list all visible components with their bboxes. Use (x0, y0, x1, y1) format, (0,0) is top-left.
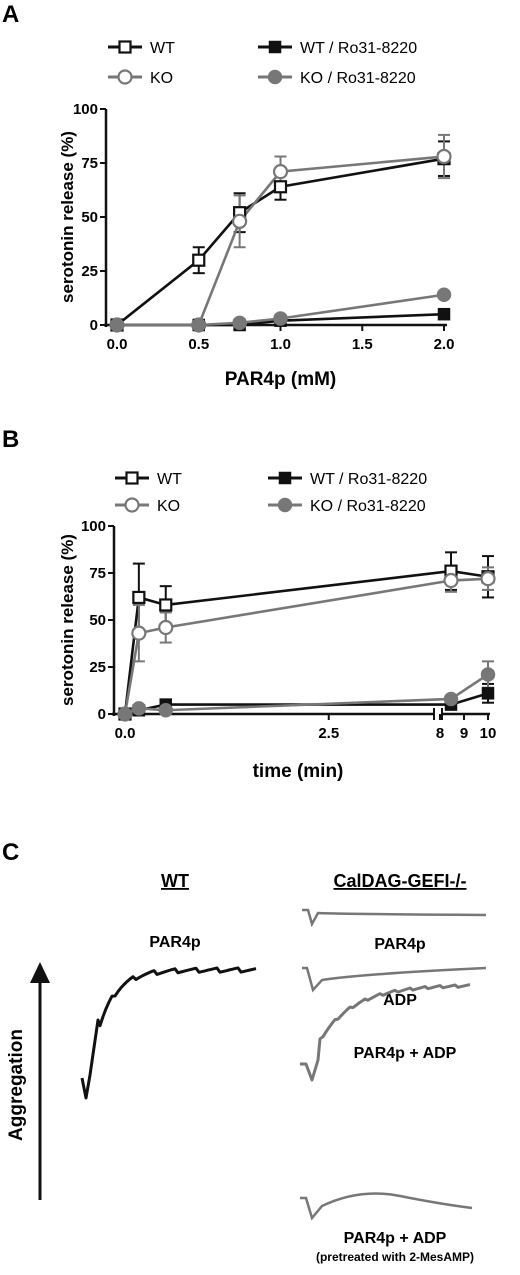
x-tick-label: 1.0 (270, 336, 291, 353)
wt-trace-label: PAR4p (149, 934, 200, 951)
data-point (443, 691, 459, 707)
legend-marker (118, 40, 132, 54)
legend-marker (278, 471, 292, 485)
data-point (232, 213, 248, 229)
ko-par4p-label: PAR4p (374, 936, 425, 953)
y-tick-label: 100 (81, 518, 106, 535)
data-point (481, 687, 495, 700)
y-axis-label: serotonin release (%) (58, 131, 77, 303)
y-tick-label: 50 (89, 612, 106, 629)
legend-marker (124, 497, 140, 513)
data-point (273, 180, 288, 194)
legend-marker (268, 40, 282, 54)
data-point (132, 590, 146, 605)
y-axis-label: serotonin release (%) (58, 534, 77, 706)
y-tick-label: 0 (98, 706, 106, 723)
legend-label: KO (157, 498, 180, 515)
x-tick-label: 0.0 (115, 725, 136, 742)
data-point (191, 317, 206, 333)
panel-label-b: B (2, 426, 19, 453)
data-point (443, 572, 459, 589)
y-tick-label: 50 (81, 209, 98, 226)
x-tick-label: 2.0 (434, 336, 455, 353)
x-axis-label: time (min) (253, 761, 344, 782)
x-tick-label: 9 (460, 725, 468, 742)
legend-label: KO / Ro31-8220 (310, 498, 426, 515)
y-tick-label: 0 (90, 317, 98, 334)
data-point (436, 148, 452, 165)
legend-marker (267, 69, 283, 85)
panel-b-chart: WT KO WT / Ro31-8220 KO / Ro31-8220 0 25 50 75 1… (58, 471, 496, 782)
aggregation-axis-label: Aggregation (6, 1029, 27, 1141)
wt-par4p-trace (80, 966, 257, 1100)
legend-marker (125, 471, 139, 485)
legend-label: WT / Ro31-8220 (300, 40, 417, 57)
data-point (158, 702, 173, 718)
panel-c-traces: WT CalDAG-GEFI-/- Aggregation PAR4p PAR4p ADP… (6, 871, 487, 1264)
data-point (117, 706, 133, 722)
data-point (109, 317, 125, 333)
panel-a-chart: WT KO WT / Ro31-8220 KO / Ro31-8220 0 25 50 75 1… (58, 40, 454, 390)
y-tick-label: 75 (89, 565, 106, 582)
ko-adp-trace (302, 966, 487, 993)
legend-label: WT (150, 40, 175, 57)
data-point (159, 598, 173, 612)
ko-pretreated-sublabel: (pretreated with 2-MesAMP) (316, 1250, 474, 1264)
data-point (436, 287, 452, 303)
legend-label: WT / Ro31-8220 (310, 471, 427, 488)
x-tick-label: 8 (436, 725, 444, 742)
data-point (131, 625, 147, 641)
x-axis-label: PAR4p (mM) (225, 369, 337, 390)
panel-label-c: C (2, 839, 19, 866)
data-point (480, 667, 496, 682)
ko-par4p-adp-trace (300, 983, 471, 1082)
y-tick-label: 25 (89, 659, 106, 676)
group-header-knockout: CalDAG-GEFI-/- (334, 871, 467, 891)
legend-label: WT (157, 471, 182, 488)
data-point (232, 315, 247, 331)
series-line (123, 577, 489, 715)
x-tick-label: 0.0 (107, 336, 128, 353)
data-point (158, 619, 174, 636)
aggregation-axis-arrowhead (30, 962, 50, 983)
data-point (480, 571, 496, 587)
x-tick-label: 10 (480, 725, 497, 742)
ko-pretreated-label: PAR4p + ADP (344, 1230, 447, 1247)
group-header-wt: WT (161, 871, 189, 891)
series-line (123, 569, 489, 715)
ko-pretreated-trace (300, 1192, 473, 1221)
data-point (437, 307, 451, 321)
panel-label-a: A (2, 1, 19, 28)
ko-par4p-adp-label: PAR4p + ADP (354, 1045, 457, 1062)
data-point (131, 701, 147, 716)
legend-marker (277, 497, 293, 513)
legend-label: KO (150, 70, 173, 87)
legend-marker (117, 69, 133, 85)
legend-label: KO / Ro31-8220 (300, 70, 416, 87)
data-point (273, 311, 288, 326)
data-point (192, 253, 206, 267)
y-tick-label: 100 (73, 101, 98, 118)
y-tick-label: 75 (81, 155, 98, 172)
data-point (272, 164, 289, 180)
x-tick-label: 0.5 (188, 336, 209, 353)
ko-adp-label: ADP (383, 992, 417, 1009)
y-tick-label: 25 (81, 263, 98, 280)
ko-par4p-trace (302, 908, 487, 928)
x-tick-label: 1.5 (352, 336, 373, 353)
x-tick-label: 2.5 (318, 725, 339, 742)
